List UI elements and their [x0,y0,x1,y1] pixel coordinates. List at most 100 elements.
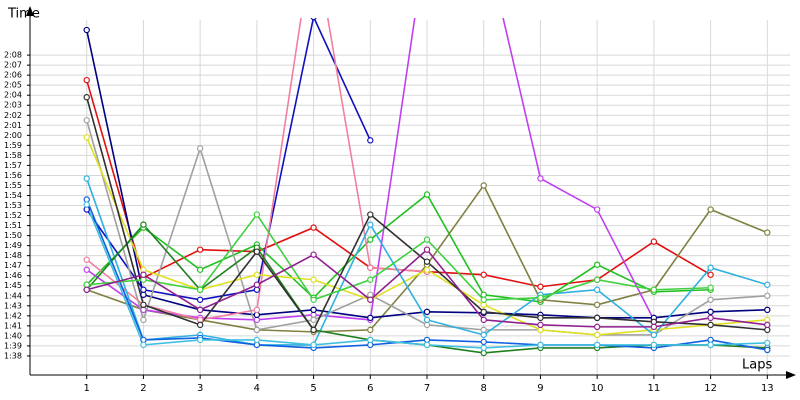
point [140,286,147,293]
point [367,221,374,228]
x-tick-label: 13 [761,383,774,394]
point [83,134,90,141]
point [253,248,261,255]
x-tick-label: 7 [424,383,430,394]
point [367,326,374,334]
point [593,331,601,339]
y-tick-label: 1:38 [4,351,22,360]
point [423,308,431,316]
point [537,341,544,349]
point [593,314,601,322]
x-tick-label: 10 [591,383,604,394]
point [593,276,601,283]
y-tick-label: 1:54 [4,191,22,200]
x-arrow [786,371,796,379]
point [310,326,317,334]
point [707,264,714,271]
point [593,323,601,331]
point [196,286,204,293]
point [764,306,771,314]
point [480,308,487,316]
point [764,339,771,347]
y-tick-label: 2:07 [4,61,22,70]
point [310,316,317,324]
point [253,306,261,314]
point [764,321,771,329]
series-line [86,18,372,301]
y-tick-label: 1:49 [4,241,22,250]
point [367,211,374,218]
point [310,296,317,303]
point [480,338,487,346]
x-tick-label: 4 [254,383,260,394]
x-tick-label: 1 [84,383,90,394]
point [253,336,261,344]
point [367,296,374,303]
y-tick-label: 1:57 [4,161,22,170]
point [196,336,204,344]
point [537,294,544,301]
x-tick-label: 3 [197,383,203,394]
point [367,276,374,283]
point [707,314,714,322]
y-tick-label: 1:58 [4,151,22,160]
y-tick-label: 1:55 [4,181,22,190]
x-tick-label: 6 [367,383,373,394]
point [367,336,374,344]
point [423,246,431,253]
point [83,117,90,124]
point [83,201,90,208]
point [367,314,374,322]
point [196,145,204,152]
grid: 1:381:391:401:411:421:431:441:451:461:47… [4,20,790,394]
y-tick-label: 1:48 [4,251,22,260]
point [140,271,147,278]
x-tick-label: 9 [537,383,543,394]
x-tick-label: 12 [704,383,717,394]
y-tick-label: 2:00 [4,131,22,140]
series-line [86,193,711,303]
y-axis-label: Time [7,7,40,22]
point [423,266,431,273]
y-tick-label: 2:08 [4,51,22,60]
point [253,211,261,218]
point [423,316,431,324]
y-tick-label: 2:01 [4,121,22,130]
y-tick-label: 2:06 [4,71,22,80]
x-tick-label: 5 [310,383,316,394]
point [537,321,544,329]
point [83,175,90,182]
y-tick-label: 1:46 [4,271,22,280]
point [423,191,431,198]
point [764,346,771,354]
point [83,266,90,273]
point [650,286,658,293]
point [140,316,147,324]
point [480,182,487,189]
point [310,306,317,314]
point [480,316,487,324]
point [593,261,601,268]
y-tick-label: 1:42 [4,311,22,320]
point [764,281,771,288]
x-tick-label: 2 [140,383,146,394]
point [650,331,658,339]
point [140,341,147,349]
point [593,206,601,213]
y-tick-label: 1:40 [4,331,22,340]
point [83,256,90,263]
point [83,94,90,101]
point [707,271,714,278]
y-tick-label: 1:45 [4,281,22,290]
point [707,341,714,349]
y-tick-label: 1:59 [4,141,22,150]
y-tick-label: 1:44 [4,291,22,300]
y-tick-label: 2:02 [4,111,22,120]
point [537,283,544,290]
point [423,236,431,243]
point [707,308,714,316]
y-tick-label: 2:05 [4,81,22,90]
y-tick-label: 2:03 [4,101,22,110]
